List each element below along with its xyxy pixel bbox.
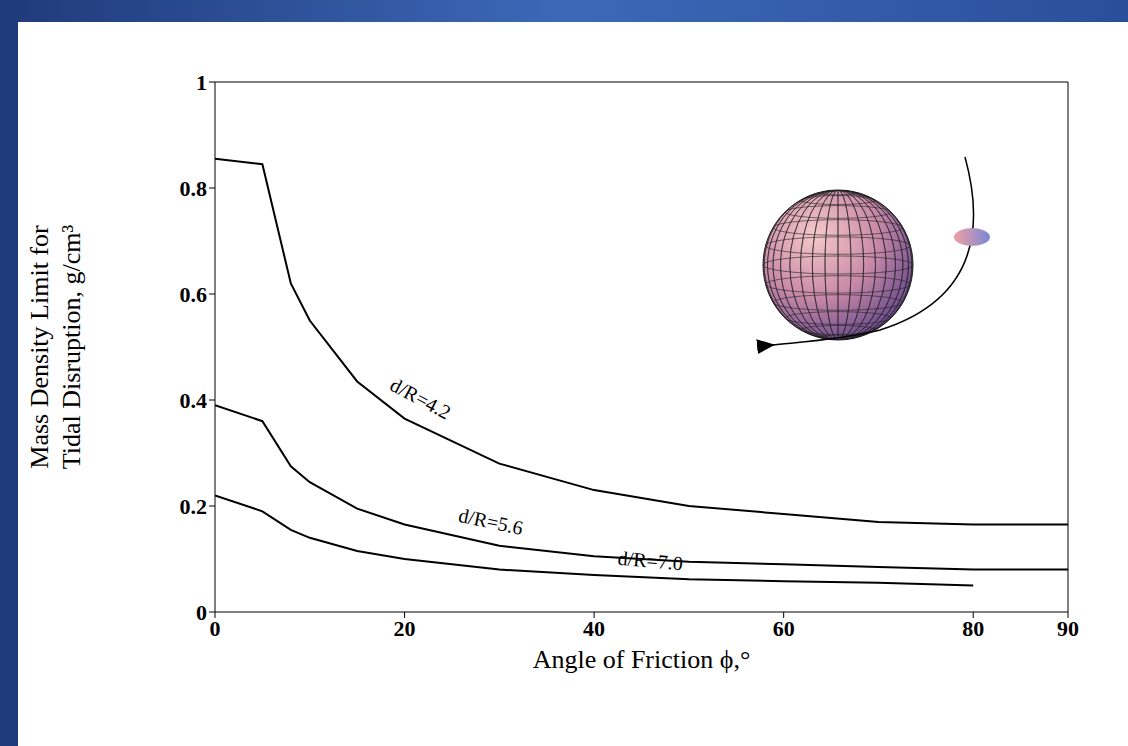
svg-text:0: 0 xyxy=(196,600,207,625)
svg-text:Tidal Disruption, g/cm³: Tidal Disruption, g/cm³ xyxy=(57,225,86,470)
svg-text:d/R=7.0: d/R=7.0 xyxy=(617,547,684,575)
svg-text:1: 1 xyxy=(196,70,207,95)
svg-text:d/R=4.2: d/R=4.2 xyxy=(387,373,455,423)
svg-text:0.6: 0.6 xyxy=(180,282,208,307)
svg-text:0.8: 0.8 xyxy=(180,176,208,201)
svg-text:80: 80 xyxy=(962,616,984,641)
svg-text:d/R=5.6: d/R=5.6 xyxy=(457,504,525,539)
svg-text:0.2: 0.2 xyxy=(180,494,208,519)
svg-text:Angle of Friction ϕ,°: Angle of Friction ϕ,° xyxy=(533,645,751,674)
svg-text:20: 20 xyxy=(394,616,416,641)
svg-text:Mass Density Limit for: Mass Density Limit for xyxy=(25,225,54,469)
svg-text:0: 0 xyxy=(210,616,221,641)
svg-text:60: 60 xyxy=(773,616,795,641)
svg-text:90: 90 xyxy=(1057,616,1079,641)
svg-text:0.4: 0.4 xyxy=(180,388,208,413)
svg-text:40: 40 xyxy=(583,616,605,641)
